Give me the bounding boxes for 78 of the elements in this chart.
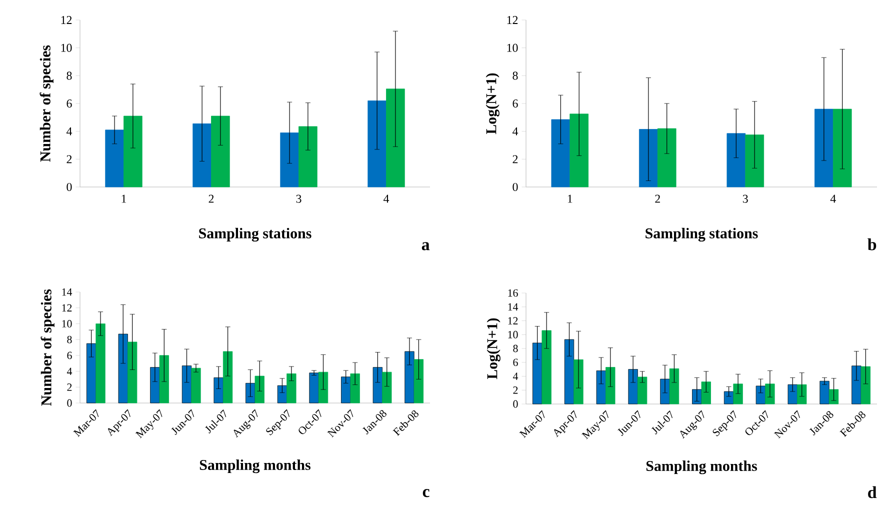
- y-tick-label: 12: [62, 304, 72, 312]
- y-tick-label: 12: [61, 16, 72, 24]
- bar: [222, 351, 233, 404]
- bar: [286, 373, 296, 404]
- x-axis-title: Sampling stations: [646, 228, 758, 242]
- bar: [637, 376, 648, 404]
- y-tick-label: 8: [513, 344, 518, 352]
- y-tick-label: 4: [512, 127, 518, 136]
- y-axis-title: Log(N+1): [486, 318, 500, 380]
- x-axis-title: Sampling months: [200, 460, 310, 474]
- y-tick-label: 10: [508, 330, 518, 338]
- y-tick-label: 8: [66, 72, 72, 80]
- bar: [350, 373, 360, 404]
- bar: [657, 128, 676, 188]
- bar: [298, 126, 318, 188]
- bar: [128, 342, 138, 404]
- y-tick-label: 2: [67, 384, 72, 391]
- y-tick-label: 16: [508, 289, 518, 297]
- bar: [382, 372, 392, 404]
- y-axis-title: Number of species: [40, 45, 54, 162]
- x-tick-label: 1: [568, 194, 572, 203]
- y-tick-label: 0: [513, 400, 518, 408]
- y-tick-label: 6: [512, 99, 518, 108]
- y-tick-label: 6: [66, 99, 72, 108]
- bar: [726, 133, 746, 188]
- bar: [124, 116, 142, 188]
- y-tick-label: 6: [513, 358, 518, 366]
- y-axis-title: Log(N+1): [486, 73, 500, 134]
- x-tick-label: 2: [655, 194, 660, 203]
- y-axis-title: Number of species: [40, 289, 54, 406]
- y-tick-label: 2: [513, 386, 518, 394]
- text: d: [868, 486, 877, 498]
- x-axis-title: Sampling stations: [199, 228, 312, 242]
- y-tick-label: 10: [61, 44, 72, 52]
- bar: [701, 382, 711, 404]
- bar: [551, 119, 570, 188]
- bar: [669, 368, 680, 404]
- x-tick-label: 1: [122, 194, 126, 203]
- x-tick-label: 4: [384, 194, 390, 203]
- y-tick-label: 2: [66, 155, 72, 164]
- bar: [191, 368, 201, 404]
- y-tick-label: 0: [66, 182, 72, 192]
- x-tick-label: 2: [208, 194, 214, 203]
- bar: [309, 372, 319, 404]
- text: a: [422, 242, 430, 250]
- y-tick-label: 4: [66, 127, 72, 136]
- y-tick-label: 12: [508, 317, 518, 324]
- bar: [211, 116, 230, 188]
- bar: [182, 366, 192, 404]
- y-tick-label: 14: [62, 288, 72, 296]
- bar: [733, 384, 743, 404]
- text: c: [422, 489, 430, 498]
- y-tick-label: 4: [66, 368, 72, 375]
- bar: [860, 366, 871, 404]
- y-tick-label: 0: [512, 182, 518, 192]
- y-tick-label: 4: [512, 372, 518, 380]
- bar: [214, 377, 224, 404]
- x-tick-label: 4: [830, 194, 836, 203]
- text: b: [868, 238, 876, 250]
- y-tick-label: 8: [512, 72, 518, 80]
- x-tick-label: 3: [742, 194, 748, 203]
- y-tick-label: 12: [507, 16, 518, 24]
- y-tick-label: 6: [67, 352, 72, 360]
- bar: [96, 324, 106, 404]
- y-tick-label: 10: [62, 320, 72, 328]
- bar: [105, 130, 124, 188]
- x-axis-title: Sampling months: [646, 460, 757, 474]
- bar: [596, 370, 606, 404]
- bar: [820, 380, 830, 404]
- y-tick-label: 14: [508, 303, 518, 310]
- bar: [414, 359, 424, 404]
- bar: [542, 330, 552, 404]
- y-tick-label: 8: [67, 336, 72, 344]
- y-tick-label: 10: [507, 44, 518, 52]
- y-tick-label: 2: [512, 155, 518, 164]
- bar: [724, 391, 734, 404]
- x-tick-label: 3: [296, 194, 302, 203]
- y-tick-label: 0: [67, 399, 72, 407]
